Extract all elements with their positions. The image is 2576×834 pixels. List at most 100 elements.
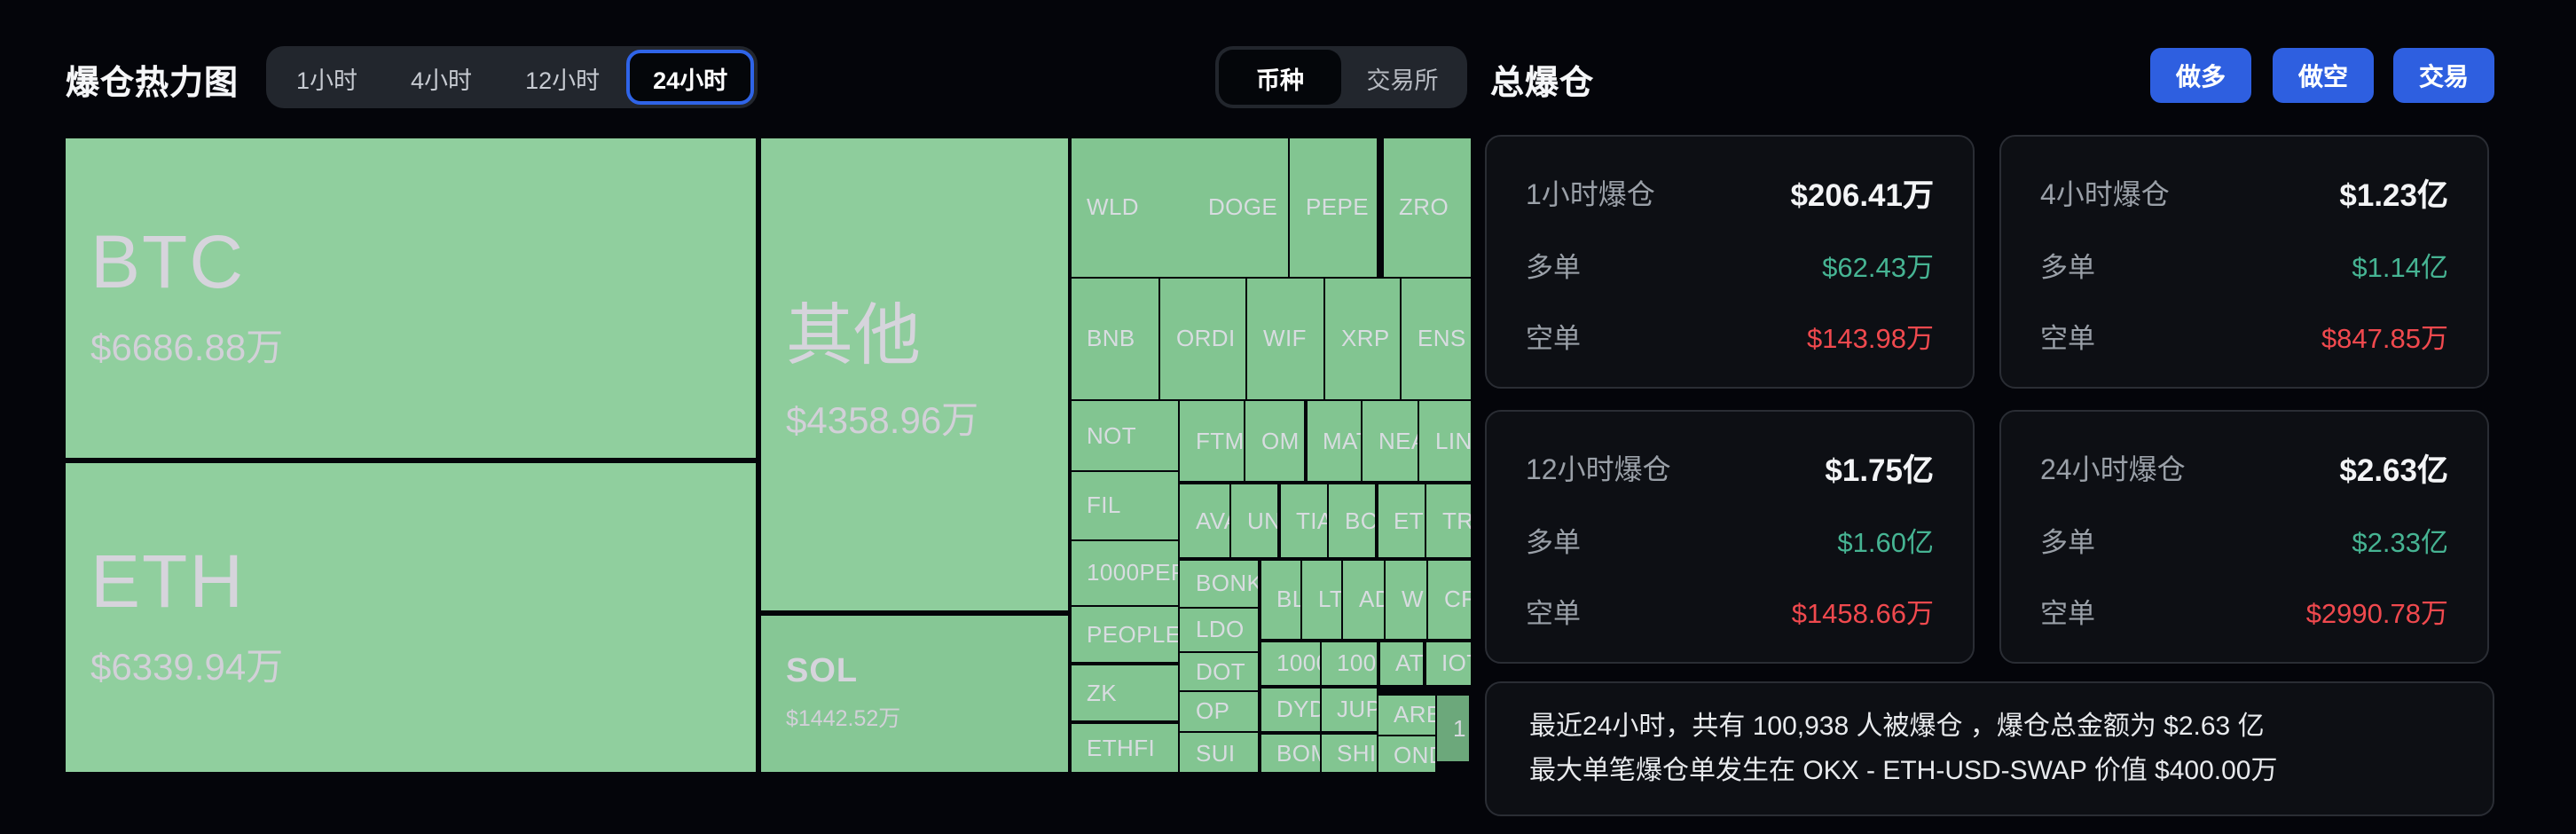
treemap-tile-label: OM [1261,428,1300,454]
treemap-tile-W[interactable]: W [1386,560,1426,639]
trade-button[interactable]: 交易 [2393,48,2494,103]
long-value: $1.14亿 [2352,253,2448,284]
treemap-tile-OP[interactable]: OP [1180,692,1258,730]
treemap-tile-FTM[interactable]: FTM [1180,401,1243,481]
treemap-tile-SUI[interactable]: SUI [1180,733,1258,772]
treemap-tile-TRB[interactable]: TRB [1426,484,1470,557]
long-button[interactable]: 做多 [2150,48,2251,103]
treemap-tile-ATOM[interactable]: ATOM [1379,641,1423,685]
treemap-tile-label: DOT [1196,657,1246,685]
treemap-tile-UNI[interactable]: UNI [1231,484,1277,557]
treemap-tile-label: NEAR [1378,428,1417,454]
treemap-tile-ADA[interactable]: ADA [1343,560,1384,639]
short-value: $143.98万 [1806,324,1934,354]
treemap-tile-10000[interactable]: 10000 [1321,641,1377,685]
treemap-tile-value: $6339.94万 [90,648,284,689]
time-range-tabs: 1小时 4小时 12小时 24小时 [266,46,758,108]
card-total-value: $1.23亿 [2339,177,2448,213]
treemap-tile-label: ETHFI [1087,734,1156,761]
treemap-tile-其他[interactable]: 其他 $4358.96万 [761,138,1068,610]
treemap-tile-ARB[interactable]: ARB [1378,695,1435,735]
summary-line-1: 最近24小时，共有 100,938 人被爆仓 ，爆仓总金额为 $2.63 亿 [1529,712,2265,742]
treemap-tile-label: ZRO [1399,193,1449,221]
treemap-tile-label: PEPE [1306,193,1369,221]
treemap-tile-label: BCH [1345,507,1375,534]
tab-24h[interactable]: 24小时 [626,50,755,105]
long-value: $1.60亿 [1837,528,1934,559]
treemap-tile-label: IOTA [1441,649,1470,677]
treemap-tile-value: $4358.96万 [786,400,979,442]
treemap-tile-LDO[interactable]: LDO [1180,609,1258,650]
treemap-tile-IOTA[interactable]: IOTA [1425,641,1470,685]
treemap-tile-JUP[interactable]: JUP [1321,688,1377,731]
treemap-tile-label: CFX [1444,586,1470,613]
treemap-tile-BCH[interactable]: BCH [1329,484,1375,557]
card-row: 12小时爆仓 $1.75亿 [1526,455,1934,487]
card-row: 多单 $2.33亿 [2040,530,2448,558]
treemap-tile-NOT[interactable]: NOT [1071,401,1177,469]
card-row: 多单 $1.60亿 [1526,528,1934,559]
treemap-tile-BLUR[interactable]: BLUR [1261,560,1300,639]
tab-4h[interactable]: 4小时 [411,67,473,93]
card-row: 多单 $1.14亿 [2040,253,2448,284]
treemap-tile-TIA[interactable]: TIA [1280,484,1326,557]
treemap-tile-NEAR[interactable]: NEAR [1363,401,1417,481]
treemap-tile-label: ATOM [1395,649,1423,677]
treemap-tile-WIF[interactable]: WIF [1247,279,1323,398]
treemap-tile-DYDX[interactable]: DYDX [1261,688,1319,731]
treemap-tile-MATIC[interactable]: MATIC [1307,401,1360,481]
treemap-tile-WLD[interactable]: WLD [1071,138,1191,276]
treemap-tile-label: OP [1196,697,1230,725]
page-title: 爆仓热力图 [66,66,240,103]
treemap-tile-label: ONDO [1394,741,1435,767]
treemap-tile-label: WIF [1263,325,1307,352]
treemap-tile-BONK[interactable]: BONK [1180,560,1258,606]
treemap-tile-DOGE[interactable]: DOGE [1192,138,1288,276]
treemap-tile-label: 10000 [1276,649,1319,677]
treemap-tile-ONDO[interactable]: ONDO [1378,736,1435,772]
long-label: 多单 [2040,253,2096,284]
treemap-tile-AVAX[interactable]: AVAX [1180,484,1229,557]
treemap-tile-ETHFI[interactable]: ETHFI [1071,723,1177,772]
treemap-tile-BTC[interactable]: BTC $6686.88万 [66,138,756,458]
card-row: 4小时爆仓 $1.23亿 [2040,177,2448,213]
treemap-tile-SOL[interactable]: SOL $1442.52万 [761,616,1068,772]
panel-title: 总爆仓 [1490,66,1595,103]
toggle-coin[interactable]: 币种 [1219,50,1341,105]
treemap-tile-FIL[interactable]: FIL [1071,472,1177,539]
treemap-tile-LINK[interactable]: LINK [1419,401,1470,481]
treemap-tile-LTC[interactable]: LTC [1302,560,1341,639]
treemap-tile-ETH[interactable]: ETH $6339.94万 [66,463,756,772]
treemap-tile-1[interactable]: 1 [1437,695,1469,761]
long-label: 多单 [1526,528,1582,559]
treemap-tile-label: ADA [1359,586,1384,613]
treemap-tile-SHIB[interactable]: SHIB [1321,734,1377,772]
treemap-tile-label: W [1402,586,1424,613]
treemap-tile-ETC[interactable]: ETC [1378,484,1424,557]
tab-1h[interactable]: 1小时 [296,67,358,93]
treemap-tile-10000[interactable]: 10000 [1261,641,1319,685]
treemap-tile-label: NOT [1087,421,1137,449]
treemap-tile-ZK[interactable]: ZK [1071,665,1177,720]
treemap-tile-CFX[interactable]: CFX [1428,560,1470,639]
short-button[interactable]: 做空 [2273,48,2374,103]
treemap-tile-label: SUI [1196,739,1236,766]
treemap-tile-PEOPLE[interactable]: PEOPLE [1071,607,1177,662]
treemap-tile-ORDI[interactable]: ORDI [1160,279,1245,398]
treemap-tile-label: MATIC [1323,428,1360,454]
treemap-tile-DOT[interactable]: DOT [1180,653,1258,689]
stat-card-4小时爆仓: 4小时爆仓 $1.23亿 多单 $1.14亿 空单 $847.85万 [1999,135,2489,389]
treemap-tile-OM[interactable]: OM [1245,401,1304,481]
toggle-exchange[interactable]: 交易所 [1366,67,1439,93]
treemap-tile-ZRO[interactable]: ZRO [1383,138,1470,276]
treemap-tile-XRP[interactable]: XRP [1325,279,1399,398]
stat-card-24小时爆仓: 24小时爆仓 $2.63亿 多单 $2.33亿 空单 $2990.78万 [1999,410,2489,664]
treemap-tile-BNB[interactable]: BNB [1071,279,1158,398]
tab-12h[interactable]: 12小时 [525,67,601,93]
treemap-tile-BOME[interactable]: BOME [1261,734,1319,772]
treemap-tile-symbol: SOL [786,653,859,691]
treemap-tile-ENS[interactable]: ENS [1402,279,1470,398]
treemap-tile-PEPE[interactable]: PEPE [1290,138,1377,276]
